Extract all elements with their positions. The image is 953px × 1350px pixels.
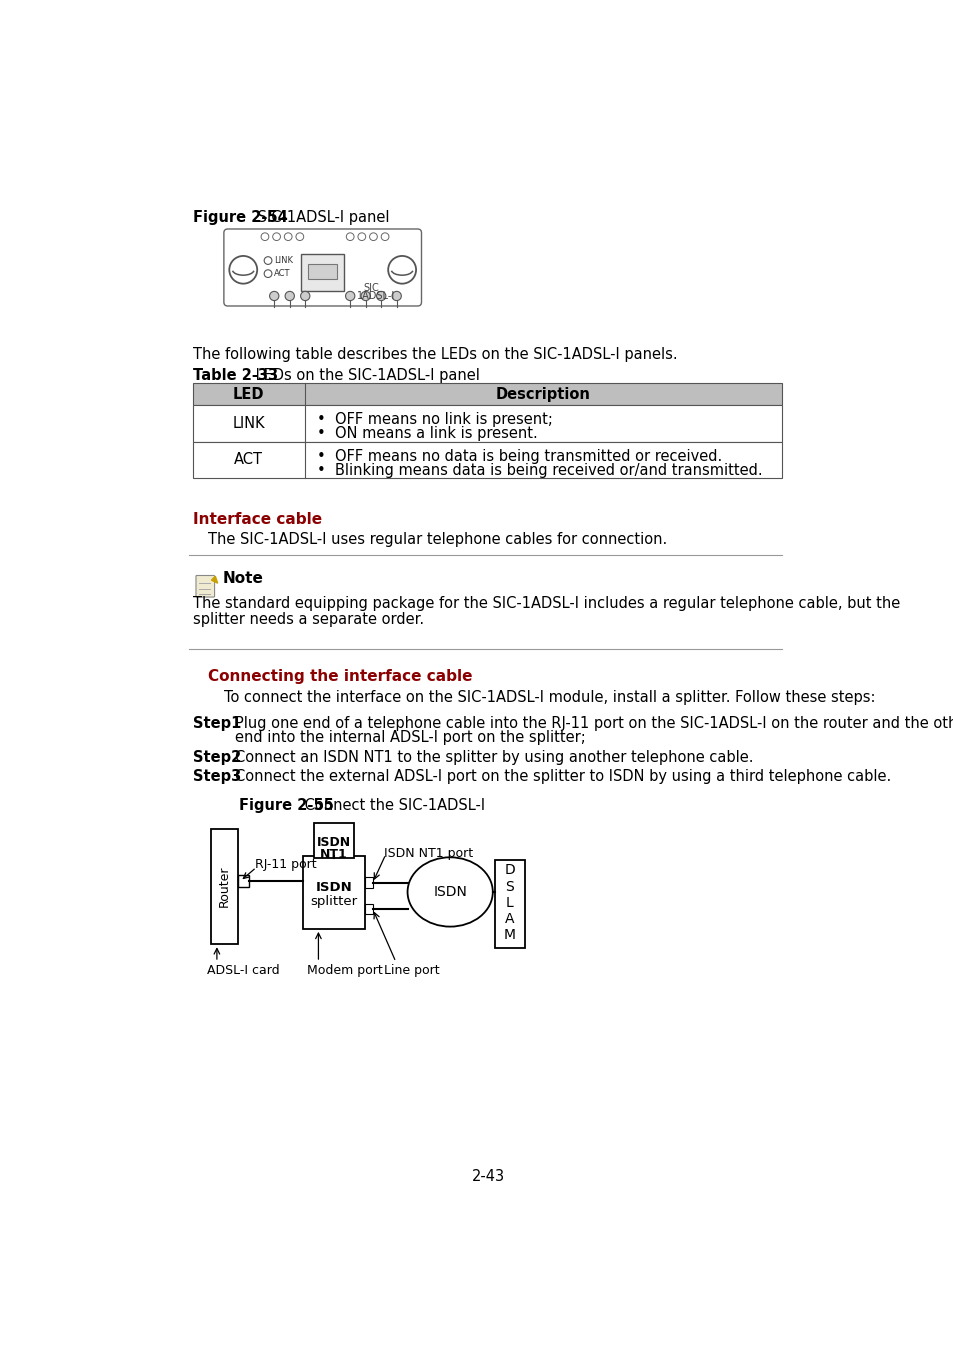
- Text: S: S: [505, 880, 514, 894]
- Circle shape: [346, 232, 354, 240]
- Text: ISDN NT1 port: ISDN NT1 port: [384, 846, 473, 860]
- Text: Connecting the interface cable: Connecting the interface cable: [208, 668, 473, 683]
- Text: Step2: Step2: [193, 751, 241, 765]
- Circle shape: [360, 292, 370, 301]
- Ellipse shape: [407, 857, 493, 926]
- Text: ADSL-I card: ADSL-I card: [207, 964, 279, 976]
- Text: A: A: [504, 911, 514, 926]
- Circle shape: [369, 232, 377, 240]
- Text: 2-43: 2-43: [472, 1169, 505, 1184]
- Text: ACT: ACT: [233, 452, 263, 467]
- Text: LEDs on the SIC-1ADSL-I panel: LEDs on the SIC-1ADSL-I panel: [251, 367, 479, 382]
- Circle shape: [376, 292, 385, 301]
- Circle shape: [261, 232, 269, 240]
- Bar: [365, 903, 373, 914]
- Text: Table 2-33: Table 2-33: [193, 367, 277, 382]
- Text: splitter needs a separate order.: splitter needs a separate order.: [193, 613, 423, 628]
- Text: ISDN: ISDN: [315, 880, 352, 894]
- Text: Router: Router: [217, 865, 230, 907]
- Text: Step3: Step3: [193, 768, 241, 784]
- Bar: [193, 441, 781, 478]
- Circle shape: [273, 232, 280, 240]
- Bar: [314, 824, 354, 859]
- Text: SIC: SIC: [363, 284, 378, 293]
- Text: To connect the interface on the SIC-1ADSL-I module, install a splitter. Follow t: To connect the interface on the SIC-1ADS…: [224, 690, 875, 705]
- Bar: [307, 263, 336, 279]
- Text: The following table describes the LEDs on the SIC-1ADSL-I panels.: The following table describes the LEDs o…: [193, 347, 677, 362]
- Text: end into the internal ADSL-I port on the splitter;: end into the internal ADSL-I port on the…: [235, 730, 586, 745]
- Bar: [193, 383, 781, 405]
- Circle shape: [285, 292, 294, 301]
- Bar: [365, 878, 373, 888]
- Text: RJ-11 port: RJ-11 port: [254, 859, 316, 871]
- Circle shape: [345, 292, 355, 301]
- Text: Figure 2-54: Figure 2-54: [193, 209, 287, 224]
- Text: D: D: [504, 864, 515, 878]
- Text: Connect an ISDN NT1 to the splitter by using another telephone cable.: Connect an ISDN NT1 to the splitter by u…: [235, 751, 753, 765]
- Text: ACT: ACT: [274, 269, 291, 278]
- Text: •  OFF means no link is present;: • OFF means no link is present;: [316, 412, 552, 427]
- Text: Modem port: Modem port: [307, 964, 382, 976]
- Text: splitter: splitter: [310, 895, 357, 907]
- Text: The standard equipping package for the SIC-1ADSL-I includes a regular telephone : The standard equipping package for the S…: [193, 595, 900, 610]
- FancyBboxPatch shape: [224, 230, 421, 306]
- Text: Connect the external ADSL-I port on the splitter to ISDN by using a third teleph: Connect the external ADSL-I port on the …: [235, 768, 891, 784]
- Bar: [237, 875, 249, 887]
- Circle shape: [264, 270, 272, 278]
- Text: Note: Note: [222, 571, 263, 586]
- Text: Line port: Line port: [384, 964, 439, 976]
- Circle shape: [284, 232, 292, 240]
- Circle shape: [388, 256, 416, 284]
- Text: •  Blinking means data is being received or/and transmitted.: • Blinking means data is being received …: [316, 463, 761, 478]
- Text: Plug one end of a telephone cable into the RJ-11 port on the SIC-1ADSL-I on the : Plug one end of a telephone cable into t…: [235, 717, 953, 732]
- Text: ISDN: ISDN: [433, 886, 467, 899]
- Text: 1ADSL-I: 1ADSL-I: [356, 292, 395, 301]
- Text: LINK: LINK: [274, 256, 293, 265]
- Text: Interface cable: Interface cable: [193, 513, 322, 528]
- Circle shape: [381, 232, 389, 240]
- Circle shape: [270, 292, 278, 301]
- Text: LED: LED: [233, 387, 264, 402]
- Text: •  OFF means no data is being transmitted or received.: • OFF means no data is being transmitted…: [316, 450, 721, 464]
- Text: •  ON means a link is present.: • ON means a link is present.: [316, 427, 537, 441]
- Polygon shape: [212, 576, 217, 583]
- Text: SIC-1ADSL-I panel: SIC-1ADSL-I panel: [253, 209, 390, 224]
- Circle shape: [295, 232, 303, 240]
- Bar: [211, 829, 237, 944]
- Bar: [193, 405, 781, 441]
- Bar: [495, 860, 524, 948]
- Circle shape: [229, 256, 257, 284]
- Text: Step1: Step1: [193, 717, 241, 732]
- Circle shape: [300, 292, 310, 301]
- Circle shape: [392, 292, 401, 301]
- Text: Connect the SIC-1ADSL-I: Connect the SIC-1ADSL-I: [299, 798, 484, 813]
- Text: M: M: [503, 927, 516, 942]
- Text: L: L: [505, 896, 513, 910]
- Bar: [303, 856, 365, 929]
- Text: Description: Description: [496, 387, 590, 402]
- Bar: [301, 254, 344, 290]
- Text: NT1: NT1: [319, 848, 348, 861]
- Text: LINK: LINK: [233, 416, 265, 431]
- Circle shape: [357, 232, 365, 240]
- Text: ISDN: ISDN: [316, 836, 351, 849]
- Circle shape: [264, 256, 272, 265]
- FancyBboxPatch shape: [195, 575, 214, 597]
- Text: Figure 2-55: Figure 2-55: [239, 798, 334, 813]
- Text: The SIC-1ADSL-I uses regular telephone cables for connection.: The SIC-1ADSL-I uses regular telephone c…: [208, 532, 667, 547]
